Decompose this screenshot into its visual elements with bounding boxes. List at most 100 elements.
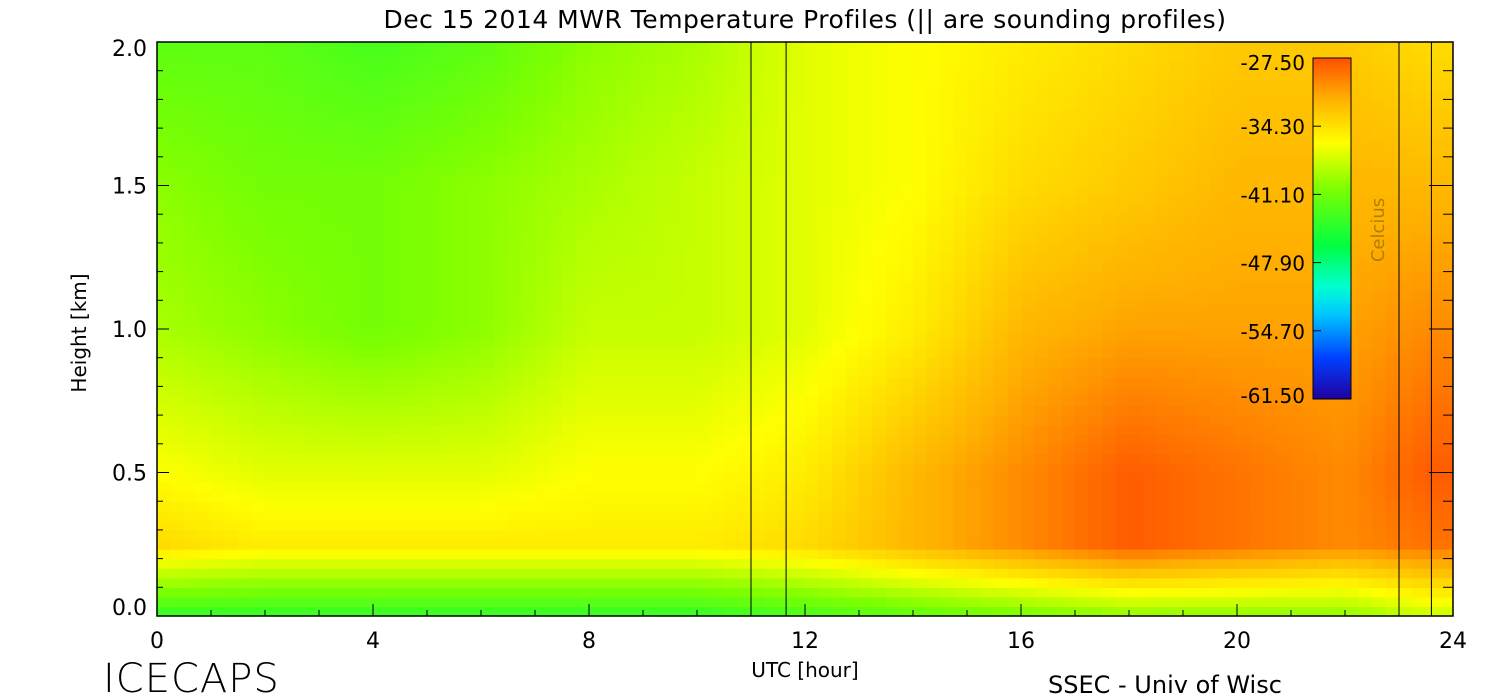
heatmap-cell — [1237, 348, 1252, 359]
heatmap-cell — [602, 357, 617, 368]
heatmap-cell — [980, 606, 995, 616]
heatmap-cell — [1115, 223, 1130, 234]
heatmap-cell — [1156, 242, 1171, 254]
heatmap-cell — [197, 501, 212, 512]
heatmap-cell — [1183, 529, 1198, 541]
heatmap-cell — [953, 577, 968, 588]
heatmap-cell — [1169, 99, 1184, 110]
heatmap-cell — [805, 338, 820, 349]
heatmap-cell — [1223, 491, 1238, 502]
heatmap-cell — [197, 156, 212, 167]
heatmap-cell — [724, 223, 739, 234]
heatmap-cell — [1250, 61, 1265, 72]
heatmap-cell — [332, 520, 347, 531]
heatmap-cell — [953, 338, 968, 349]
heatmap-cell — [805, 156, 820, 167]
heatmap-cell — [602, 271, 617, 282]
heatmap-cell — [1250, 195, 1265, 206]
heatmap-cell — [589, 434, 604, 445]
heatmap-cell — [346, 185, 361, 196]
heatmap-cell — [265, 376, 280, 387]
heatmap-cell — [467, 195, 482, 206]
heatmap-cell — [953, 558, 968, 569]
heatmap-cell — [1034, 242, 1049, 254]
heatmap-cell — [1237, 453, 1252, 464]
heatmap-cell — [508, 80, 523, 91]
heatmap-cell — [548, 577, 563, 588]
heatmap-cell — [1102, 510, 1117, 521]
heatmap-cell — [1115, 195, 1130, 206]
heatmap-cell — [184, 137, 199, 148]
heatmap-cell — [359, 558, 374, 569]
heatmap-cell — [224, 462, 239, 474]
heatmap-cell — [440, 214, 455, 225]
heatmap-cell — [778, 42, 793, 53]
heatmap-cell — [535, 204, 550, 215]
heatmap-cell — [562, 520, 577, 531]
heatmap-cell — [872, 300, 887, 311]
heatmap-cell — [1102, 348, 1117, 359]
heatmap-cell — [292, 443, 307, 454]
heatmap-cell — [913, 558, 928, 569]
heatmap-cell — [994, 549, 1009, 560]
heatmap-cell — [1142, 338, 1157, 349]
heatmap-cell — [602, 453, 617, 464]
heatmap-cell — [656, 395, 671, 407]
heatmap-cell — [602, 309, 617, 321]
heatmap-cell — [953, 357, 968, 368]
heatmap-cell — [1156, 443, 1171, 454]
heatmap-cell — [454, 128, 469, 139]
heatmap-cell — [184, 204, 199, 215]
heatmap-cell — [778, 147, 793, 158]
heatmap-cell — [494, 462, 509, 474]
heatmap-cell — [602, 51, 617, 62]
heatmap-cell — [872, 415, 887, 426]
heatmap-cell — [940, 147, 955, 158]
heatmap-cell — [602, 214, 617, 225]
heatmap-cell — [548, 491, 563, 502]
heatmap-cell — [818, 80, 833, 91]
heatmap-cell — [440, 482, 455, 493]
heatmap-cell — [319, 357, 334, 368]
heatmap-cell — [616, 42, 631, 53]
heatmap-cell — [575, 329, 590, 340]
heatmap-cell — [643, 42, 658, 53]
heatmap-cell — [535, 300, 550, 311]
heatmap-cell — [1277, 539, 1292, 550]
heatmap-cell — [170, 348, 185, 359]
heatmap-cell — [211, 520, 226, 531]
heatmap-cell — [413, 89, 428, 100]
heatmap-cell — [1223, 61, 1238, 72]
heatmap-cell — [967, 118, 982, 129]
heatmap-cell — [791, 185, 806, 196]
heatmap-cell — [157, 482, 172, 493]
heatmap-cell — [913, 99, 928, 110]
heatmap-cell — [778, 510, 793, 521]
heatmap-cell — [413, 128, 428, 139]
heatmap-cell — [521, 80, 536, 91]
heatmap-cell — [697, 42, 712, 53]
heatmap-cell — [859, 472, 874, 483]
heatmap-cell — [562, 252, 577, 263]
heatmap-cell — [224, 415, 239, 426]
heatmap-cell — [359, 367, 374, 378]
heatmap-cell — [778, 166, 793, 177]
heatmap-cell — [575, 61, 590, 72]
heatmap-cell — [548, 520, 563, 531]
heatmap-cell — [697, 309, 712, 321]
heatmap-cell — [764, 147, 779, 158]
heatmap-cell — [251, 166, 266, 177]
heatmap-cell — [373, 99, 388, 110]
heatmap-cell — [238, 510, 253, 521]
heatmap-cell — [535, 568, 550, 579]
heatmap-cell — [265, 319, 280, 330]
heatmap-cell — [170, 376, 185, 387]
heatmap-cell — [332, 300, 347, 311]
heatmap-cell — [319, 558, 334, 569]
heatmap-cell — [832, 271, 847, 282]
heatmap-cell — [1007, 204, 1022, 215]
heatmap-cell — [251, 329, 266, 340]
heatmap-cell — [1237, 539, 1252, 550]
heatmap-cell — [197, 367, 212, 378]
heatmap-cell — [1250, 108, 1265, 120]
